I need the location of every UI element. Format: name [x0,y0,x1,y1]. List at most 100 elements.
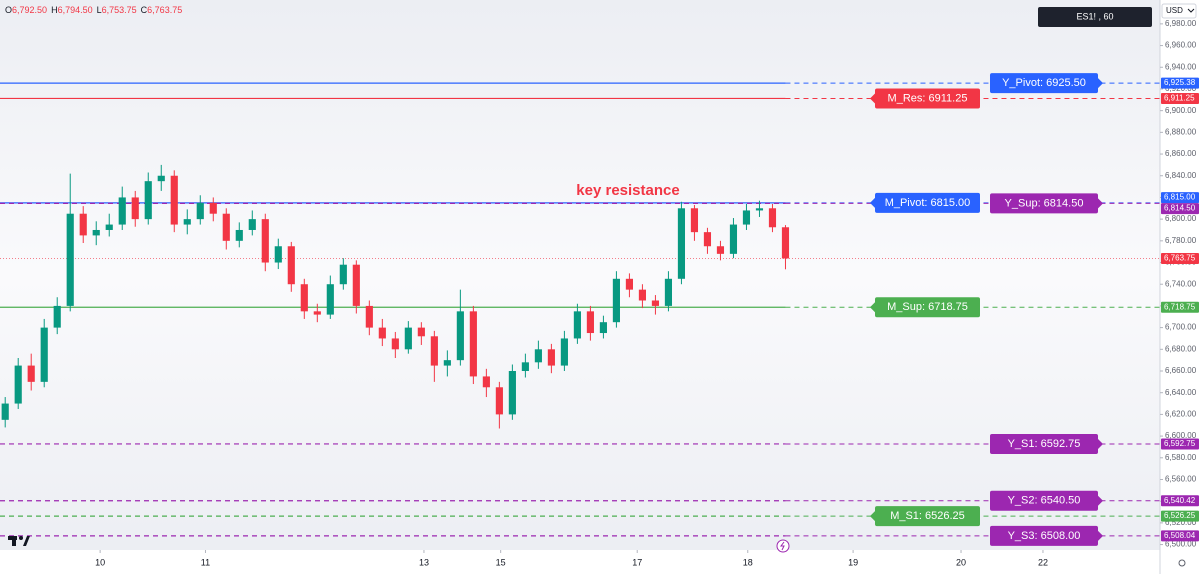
y-tick-label: 6,680.00 [1165,344,1197,353]
logo-part [23,536,30,546]
y-tick-label: 6,660.00 [1165,366,1197,375]
ohlc-key: O [5,5,12,15]
candle-body [573,311,581,339]
ohlc-value: 6,794.50 [58,5,93,15]
candle-body [677,208,686,279]
level-label-box [990,490,1098,511]
candle-body [625,278,633,290]
candle-body [326,284,334,315]
candle-body [508,371,516,415]
candle-body [170,175,178,225]
level-label: Y_Pivot: 6925.50 [1002,77,1086,89]
currency-caret [1187,8,1195,13]
candle-body [118,197,126,225]
price-tag-label: 6,508.04 [1164,531,1196,540]
candle-body [690,208,699,233]
x-tick-label: 18 [743,557,753,567]
y-tick-label: 6,580.00 [1165,453,1197,462]
logo-part [12,536,16,546]
x-tick-label: 17 [632,557,642,567]
candle-body [443,360,451,366]
candle-body [638,289,646,301]
candle-body [716,246,725,254]
candle-body [417,327,425,337]
symbol-box[interactable] [1038,7,1152,27]
candle-body [729,224,738,254]
ohlc-value: 6,792.50 [12,5,47,15]
y-tick-label: 6,600.00 [1165,431,1197,440]
level-label-pointer [870,511,875,522]
candle-body [40,327,48,382]
plot-background [0,0,1160,550]
candle-body [1,403,9,420]
candle-body [248,219,256,230]
price-tag [1161,510,1199,522]
candle-body [196,202,204,220]
y-tick-label: 6,840.00 [1165,171,1197,180]
x-tick-label: 22 [1038,557,1048,567]
candle-body [157,175,165,182]
price-tag [1161,77,1199,89]
y-tick-label: 6,960.00 [1165,41,1197,50]
price-tag [1161,530,1199,542]
alert-bolt [780,541,785,551]
candle-body [235,229,243,241]
candle-body [339,264,347,285]
logo-part [19,536,23,540]
level-label-box [990,433,1098,454]
candle-body [300,284,308,312]
levels-layer [0,82,1160,537]
ohlc-header: O6,792.50 H6,794.50 L6,753.75 C6,763.75 [5,5,182,15]
y-tick-label: 6,620.00 [1165,410,1197,419]
level-label: Y_Sup: 6814.50 [1005,197,1084,209]
level-label: M_Pivot: 6815.00 [885,197,971,209]
currency: USD [1166,6,1183,15]
candle-body [391,338,399,350]
price-tag-label: 6,526.25 [1164,511,1196,520]
y-tick-label: 6,940.00 [1165,62,1197,71]
level-label-box [875,506,980,527]
currency-button[interactable] [1161,3,1197,19]
y-tick-label: 6,520.00 [1165,518,1197,527]
y-tick-label: 6,800.00 [1165,214,1197,223]
candle-body [105,224,113,230]
level-label: Y_S3: 6508.00 [1008,530,1081,542]
candle-body [313,311,321,315]
candle-body [599,322,607,334]
level-label-box [990,73,1098,94]
settings-icon[interactable] [1178,559,1186,567]
annotation: key resistance [576,182,679,199]
level-label: M_Res: 6911.25 [888,92,968,104]
y-tick-label: 6,780.00 [1165,236,1197,245]
candle-body [66,213,74,306]
candle-body [521,362,529,372]
candle-body [274,246,282,263]
y-tick-label: 6,860.00 [1165,149,1197,158]
price-tag-label: 6,815.00 [1164,193,1196,202]
symbol: ES1! , 60 [1076,11,1113,21]
level-label-pointer [1098,530,1103,541]
level-label-box [990,525,1098,546]
candle-body [144,181,152,220]
candle-body [79,213,87,236]
candle-body [469,311,477,377]
y-tick-label: 6,640.00 [1165,388,1197,397]
candle-body [612,278,620,323]
candle-body [482,376,490,388]
tv-logo [8,536,30,546]
candle-body [209,202,217,214]
ohlc-value: 6,763.75 [147,5,182,15]
candle-body [703,232,712,247]
candle-body [495,387,503,415]
candle-body [365,305,373,328]
price-tag-label: 6,814.50 [1164,204,1196,213]
candle-body [534,349,542,363]
price-tag-label: 6,911.25 [1164,94,1195,103]
candle-body [14,365,22,404]
candle-body [222,213,230,241]
y-tick-label: 6,700.00 [1165,323,1197,332]
level-label-pointer [1098,438,1103,449]
candle-body [664,278,673,306]
